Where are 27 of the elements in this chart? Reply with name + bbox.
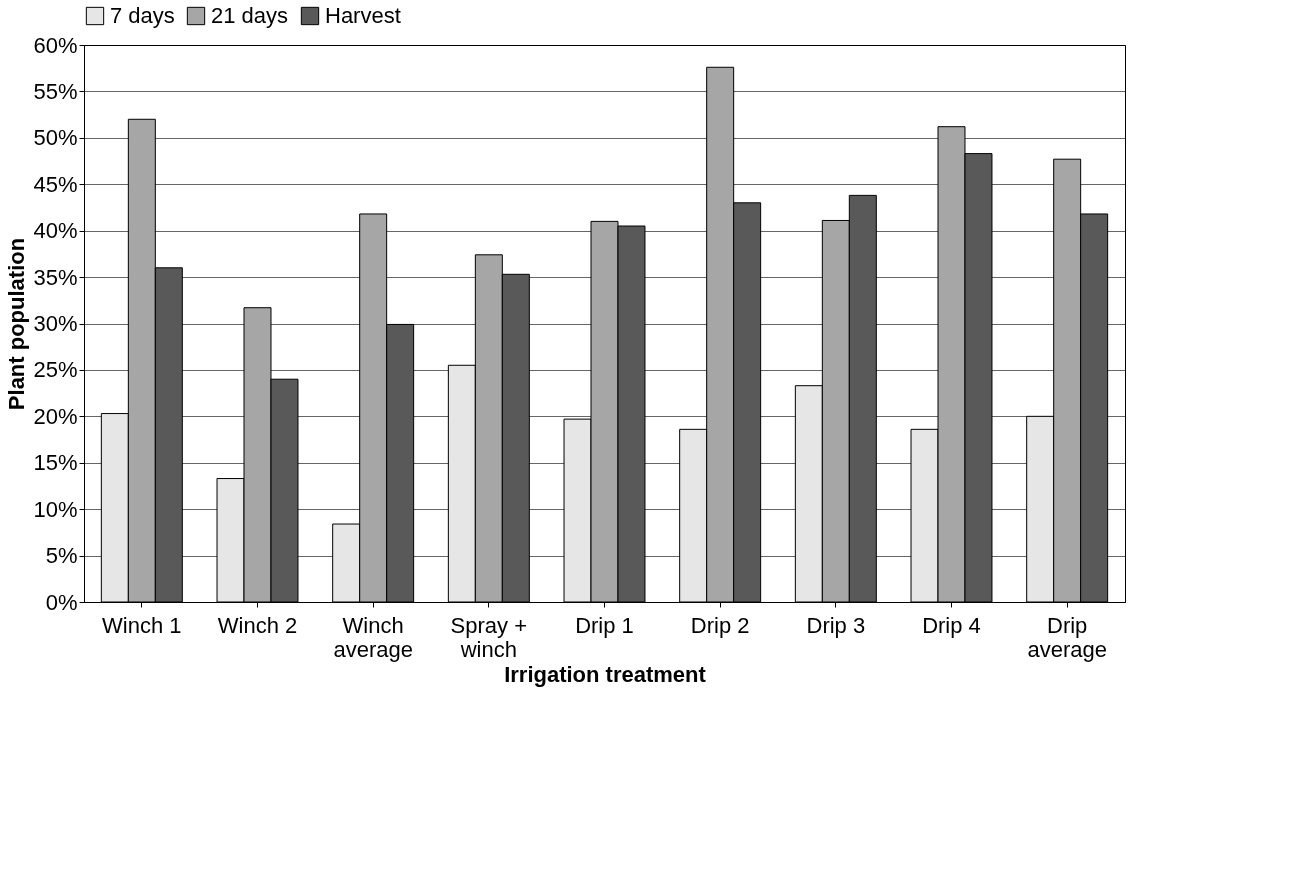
x-tick-label: Drip 1 xyxy=(575,612,634,638)
legend-label: 7 days xyxy=(110,3,175,28)
y-tick-label: 60% xyxy=(33,32,78,58)
y-tick-label: 0% xyxy=(45,589,78,615)
x-axis-title: Irrigation treatment xyxy=(504,661,707,687)
y-tick-label: 10% xyxy=(33,496,78,522)
y-tick-label: 45% xyxy=(33,171,78,197)
y-tick-label: 15% xyxy=(33,450,78,476)
x-tick-label: Drip 2 xyxy=(690,612,750,638)
x-tick-label: Drip average xyxy=(1027,612,1107,662)
x-tick-label: Winch 2 xyxy=(217,612,298,638)
y-tick-label: 40% xyxy=(33,218,78,244)
y-axis-title: Plant population xyxy=(4,237,30,411)
y-tick-label: 50% xyxy=(33,125,78,151)
x-tick-label: Drip 3 xyxy=(806,612,866,638)
y-tick-label: 20% xyxy=(33,403,78,429)
x-tick-label: Winch 1 xyxy=(102,612,182,638)
y-tick-label: 25% xyxy=(33,357,78,383)
legend-label: Harvest xyxy=(325,3,401,28)
x-tick-label: Winch average xyxy=(333,612,413,662)
y-tick-label: 30% xyxy=(33,311,78,336)
y-tick-label: 55% xyxy=(33,78,78,104)
y-tick-label: 5% xyxy=(45,543,78,569)
x-tick-label: Drip 4 xyxy=(922,612,981,638)
x-tick-label: Spray + winch xyxy=(450,612,528,662)
legend-label: 21 days xyxy=(211,3,289,28)
y-tick-label: 35% xyxy=(33,264,78,290)
